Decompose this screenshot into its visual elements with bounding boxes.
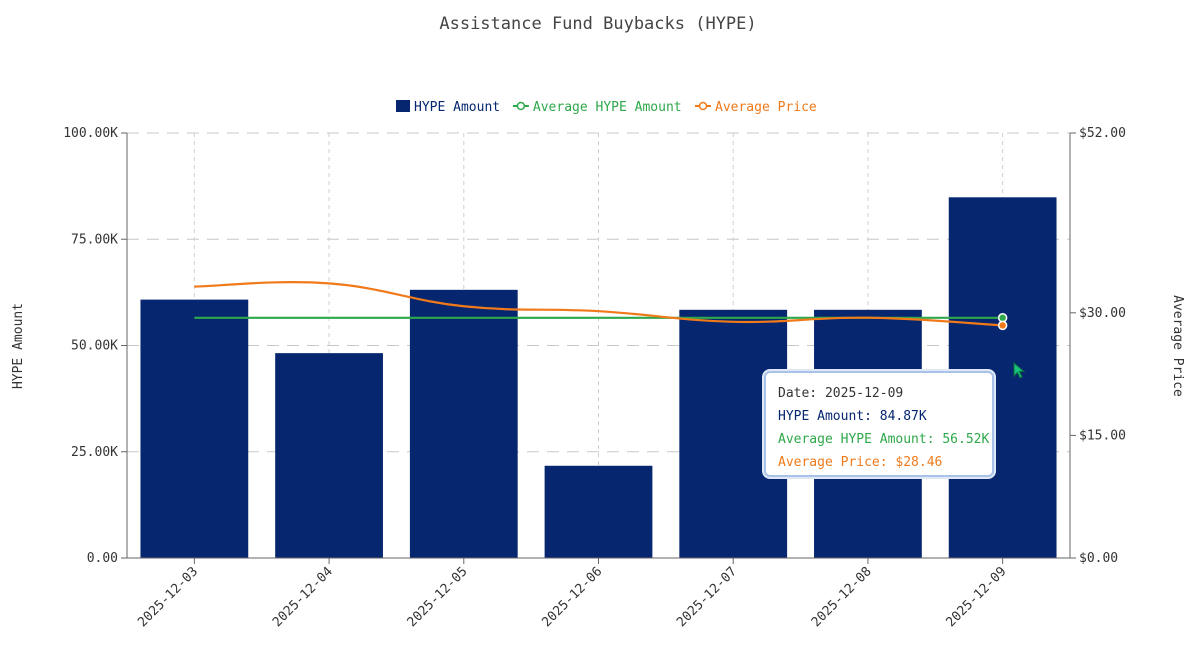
x-tick-label: 2025-12-03 xyxy=(135,564,201,630)
legend-swatch-hype-amount xyxy=(396,100,410,112)
legend-label-average-price: Average Price xyxy=(715,100,817,115)
y-tick-label: 100.00K xyxy=(63,126,118,141)
y2-tick-label: $15.00 xyxy=(1079,428,1126,443)
y2-tick-label: $52.00 xyxy=(1079,126,1126,141)
legend: HYPE Amount Average HYPE Amount Average Pr… xyxy=(396,100,817,115)
y2-axis-label: Average Price xyxy=(1170,295,1185,397)
lines xyxy=(194,281,1008,331)
y-tick-label: 50.00K xyxy=(71,339,118,354)
legend-label-average-hype-amount: Average HYPE Amount xyxy=(533,100,682,115)
bar-hype-amount xyxy=(544,465,653,558)
x-tick-label: 2025-12-05 xyxy=(405,564,471,630)
bar-hype-amount xyxy=(275,353,383,558)
chart-title: Assistance Fund Buybacks (HYPE) xyxy=(439,14,756,34)
y-axis-label: HYPE Amount xyxy=(11,303,26,389)
tooltip-avg-hype-amount: Average HYPE Amount: 56.52K xyxy=(778,432,990,447)
point-average-hype-amount xyxy=(997,313,1008,323)
y-tick-label: 25.00K xyxy=(71,445,118,460)
mouse-cursor-icon xyxy=(1013,362,1026,379)
y2-tick-label: $0.00 xyxy=(1079,551,1118,566)
legend-marker-average-hype-amount xyxy=(516,101,526,111)
x-tick-label: 2025-12-07 xyxy=(674,564,740,630)
bar-hype-amount xyxy=(409,289,518,558)
tooltip-hype-amount: HYPE Amount: 84.87K xyxy=(778,409,927,424)
tooltip-date: Date: 2025-12-09 xyxy=(778,386,904,401)
x-tick-label: 2025-12-08 xyxy=(809,564,875,630)
x-tick-label: 2025-12-06 xyxy=(539,564,605,630)
x-tick-label: 2025-12-09 xyxy=(944,564,1010,630)
chart-tooltip: Date: 2025-12-09 HYPE Amount: 84.87K Ave… xyxy=(764,371,994,477)
legend-label-hype-amount: HYPE Amount xyxy=(414,100,500,115)
line-average-price xyxy=(194,281,1003,327)
tooltip-avg-price: Average Price: $28.46 xyxy=(778,455,943,470)
bar-hype-amount xyxy=(140,299,249,558)
point-average-price xyxy=(997,320,1008,331)
legend-marker-average-price xyxy=(698,101,708,111)
y2-tick-label: $30.00 xyxy=(1079,306,1126,321)
y-tick-label: 0.00 xyxy=(87,551,118,566)
y-tick-label: 75.00K xyxy=(71,232,118,247)
x-tick-label: 2025-12-04 xyxy=(270,564,336,630)
